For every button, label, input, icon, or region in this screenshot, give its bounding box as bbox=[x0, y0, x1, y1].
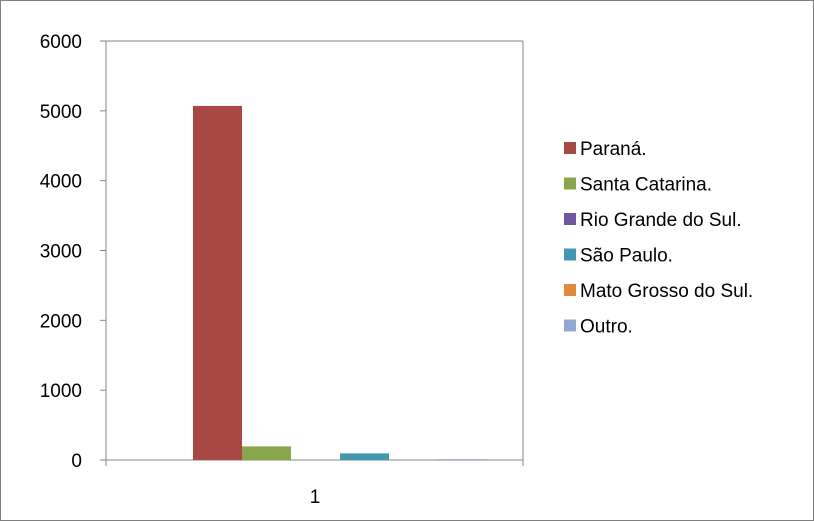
y-tick-label: 3000 bbox=[40, 242, 82, 263]
legend-label-1: Paraná. bbox=[580, 139, 647, 160]
x-axis-labels: 1 bbox=[310, 487, 321, 508]
bar-1 bbox=[193, 105, 242, 460]
legend-swatch-4 bbox=[564, 248, 576, 261]
legend-label-6: Outro. bbox=[580, 317, 633, 338]
legend-swatch-6 bbox=[564, 319, 576, 332]
legend-label-2: Santa Catarina. bbox=[580, 175, 712, 196]
axes bbox=[105, 40, 524, 466]
y-tick-label: 2000 bbox=[40, 311, 82, 332]
y-tick-label: 0 bbox=[71, 451, 82, 472]
legend-swatch-5 bbox=[564, 284, 576, 296]
y-axis-ticks: 0 1000 2000 3000 4000 5000 6000 bbox=[40, 32, 106, 472]
y-tick-label: 1000 bbox=[40, 381, 82, 402]
bar-4 bbox=[340, 453, 389, 460]
legend-swatch-3 bbox=[564, 213, 576, 225]
y-tick-label: 5000 bbox=[40, 102, 82, 123]
legend-swatch-2 bbox=[564, 177, 576, 190]
bars bbox=[193, 105, 487, 460]
y-tick-label: 4000 bbox=[40, 172, 82, 193]
legend-swatch-1 bbox=[564, 142, 576, 154]
legend: Paraná. Santa Catarina. Rio Grande do Sul.… bbox=[564, 139, 753, 338]
y-tick-label: 6000 bbox=[40, 32, 82, 53]
legend-label-3: Rio Grande do Sul. bbox=[580, 210, 742, 231]
legend-label-5: Mato Grosso do Sul. bbox=[580, 281, 753, 302]
x-category-label: 1 bbox=[310, 487, 321, 508]
bar-2 bbox=[242, 446, 291, 460]
bar-6 bbox=[438, 459, 487, 460]
legend-label-4: São Paulo. bbox=[580, 246, 673, 267]
